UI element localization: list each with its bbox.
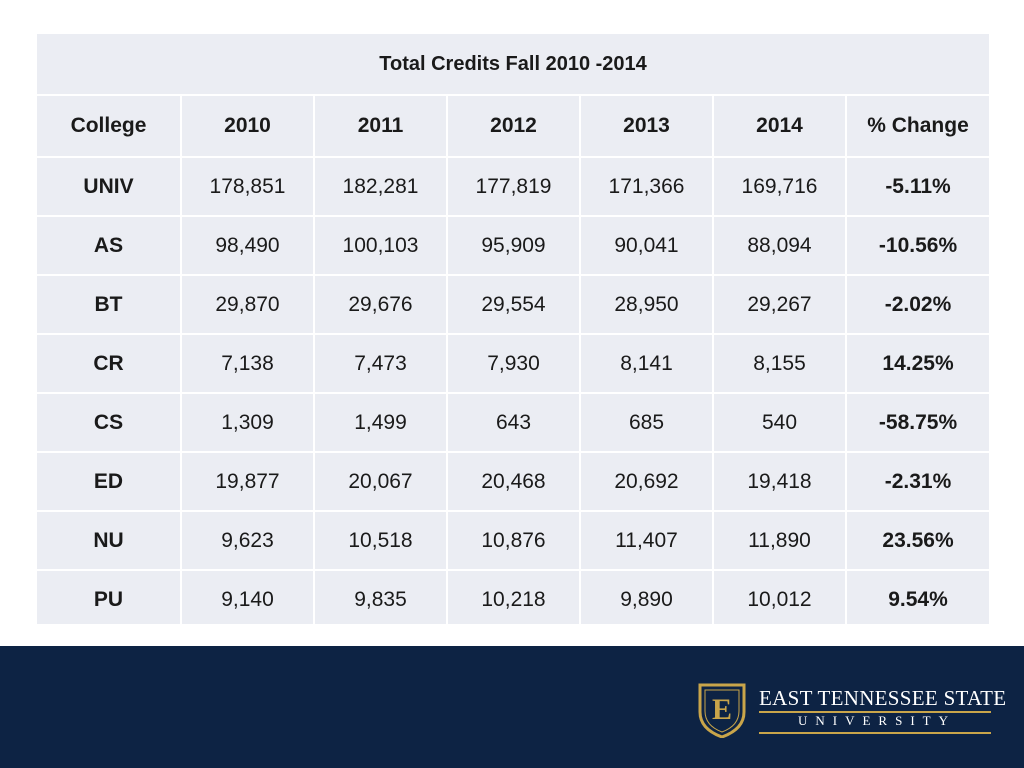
column-header-2014: 2014 [712, 94, 847, 158]
pct-change-cell: -5.11% [844, 156, 992, 217]
university-name-line2: UNIVERSITY [798, 713, 956, 728]
credits-cell-2012: 95,909 [446, 215, 581, 276]
credits-table: Total Credits Fall 2010 -2014 College 20… [34, 32, 992, 630]
credits-cell-2011: 7,473 [313, 333, 448, 394]
pct-change-cell: -2.31% [844, 451, 992, 512]
credits-cell-2011: 20,067 [313, 451, 448, 512]
pct-change-cell: -58.75% [844, 392, 992, 453]
credits-cell-2014: 29,267 [712, 274, 847, 335]
credits-cell-2012: 20,468 [446, 451, 581, 512]
college-cell: BT [35, 274, 182, 335]
credits-cell-2013: 171,366 [579, 156, 714, 217]
pct-change-cell: -2.02% [844, 274, 992, 335]
table-title-row: Total Credits Fall 2010 -2014 [34, 32, 992, 96]
credits-cell-2014: 8,155 [712, 333, 847, 394]
pct-change-cell: 14.25% [844, 333, 992, 394]
table-row: AS 98,490 100,103 95,909 90,041 88,094 -10.56% [35, 215, 992, 276]
credits-cell-2011: 100,103 [313, 215, 448, 276]
column-header-2013: 2013 [579, 94, 714, 158]
credits-cell-2013: 8,141 [579, 333, 714, 394]
logo-rule-top [759, 711, 991, 713]
credits-cell-2011: 10,518 [313, 510, 448, 571]
college-cell: CS [35, 392, 182, 453]
credits-cell-2011: 1,499 [313, 392, 448, 453]
credits-cell-2013: 685 [579, 392, 714, 453]
column-header-2011: 2011 [313, 94, 448, 158]
column-header-college: College [35, 94, 182, 158]
footer-band [0, 646, 1024, 768]
credits-cell-2013: 90,041 [579, 215, 714, 276]
pct-change-cell: -10.56% [844, 215, 992, 276]
pct-change-cell: 23.56% [844, 510, 992, 571]
credits-cell-2012: 643 [446, 392, 581, 453]
table-row: CS 1,309 1,499 643 685 540 -58.75% [35, 392, 992, 453]
credits-cell-2012: 177,819 [446, 156, 581, 217]
college-cell: NU [35, 510, 182, 571]
credits-cell-2012: 7,930 [446, 333, 581, 394]
university-name-line1: EAST TENNESSEE STATE [759, 686, 1007, 710]
credits-cell-2013: 28,950 [579, 274, 714, 335]
credits-cell-2011: 182,281 [313, 156, 448, 217]
college-cell: CR [35, 333, 182, 394]
table-row: CR 7,138 7,473 7,930 8,141 8,155 14.25% [35, 333, 992, 394]
credits-cell-2010: 1,309 [180, 392, 315, 453]
column-header-2012: 2012 [446, 94, 581, 158]
table-row: ED 19,877 20,067 20,468 20,692 19,418 -2.31% [35, 451, 992, 512]
credits-cell-2010: 98,490 [180, 215, 315, 276]
college-cell: UNIV [35, 156, 182, 217]
column-header-2010: 2010 [180, 94, 315, 158]
column-header-pct-change: % Change [844, 94, 992, 158]
etsu-shield-icon: E [698, 683, 746, 738]
table-row: UNIV 178,851 182,281 177,819 171,366 169,716-… [35, 156, 992, 217]
credits-cell-2010: 9,140 [180, 569, 315, 630]
credits-cell-2010: 19,877 [180, 451, 315, 512]
credits-cell-2010: 178,851 [180, 156, 315, 217]
credits-cell-2014: 10,012 [712, 569, 847, 630]
credits-cell-2014: 11,890 [712, 510, 847, 571]
logo-rule-bottom [759, 732, 991, 734]
credits-cell-2010: 9,623 [180, 510, 315, 571]
college-cell: AS [35, 215, 182, 276]
credits-cell-2014: 19,418 [712, 451, 847, 512]
credits-cell-2011: 29,676 [313, 274, 448, 335]
credits-cell-2012: 29,554 [446, 274, 581, 335]
credits-cell-2012: 10,218 [446, 569, 581, 630]
credits-cell-2014: 169,716 [712, 156, 847, 217]
table-row: BT 29,870 29,676 29,554 28,950 29,267 -2.02% [35, 274, 992, 335]
credits-cell-2013: 11,407 [579, 510, 714, 571]
credits-cell-2014: 88,094 [712, 215, 847, 276]
credits-cell-2010: 29,870 [180, 274, 315, 335]
credits-cell-2011: 9,835 [313, 569, 448, 630]
pct-change-cell: 9.54% [844, 569, 992, 630]
logo-letter: E [712, 693, 732, 726]
credits-cell-2010: 7,138 [180, 333, 315, 394]
etsu-logo: E EAST TENNESSEE STATE UNIVERSITY [697, 682, 1007, 738]
college-cell: ED [35, 451, 182, 512]
table-row: PU 9,140 9,835 10,218 9,890 10,012 9.54% [35, 569, 992, 630]
college-cell: PU [35, 569, 182, 630]
table-header-row: College 2010 2011 2012 2013 2014 % Chang… [35, 94, 992, 158]
credits-cell-2013: 9,890 [579, 569, 714, 630]
table-title: Total Credits Fall 2010 -2014 [34, 32, 992, 96]
credits-cell-2014: 540 [712, 392, 847, 453]
table-row: NU 9,623 10,518 10,876 11,407 11,890 23.56% [35, 510, 992, 571]
credits-cell-2013: 20,692 [579, 451, 714, 512]
credits-cell-2012: 10,876 [446, 510, 581, 571]
credits-table-container: Total Credits Fall 2010 -2014 College 20… [34, 32, 992, 630]
